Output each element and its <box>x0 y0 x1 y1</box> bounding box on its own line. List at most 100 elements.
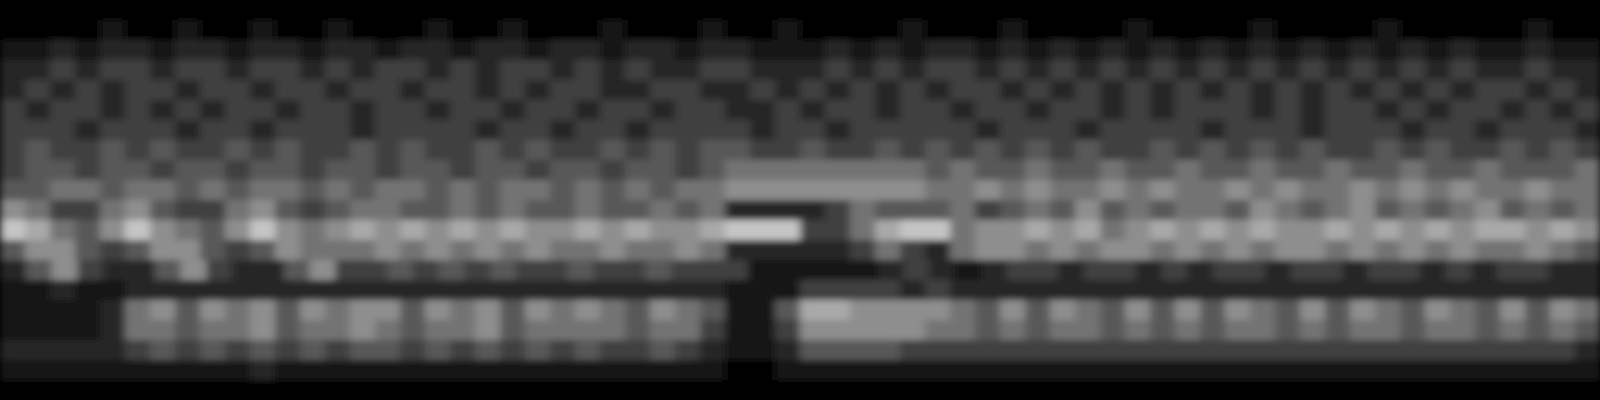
cell <box>750 380 776 400</box>
cell <box>1025 300 1051 321</box>
cell <box>575 200 601 221</box>
cell <box>1525 380 1551 400</box>
cell <box>490 260 516 281</box>
cell <box>850 200 876 221</box>
cell <box>850 340 876 361</box>
cell <box>925 320 951 341</box>
cell <box>0 280 26 301</box>
cell <box>650 320 676 341</box>
cell <box>1500 140 1526 161</box>
cell <box>1450 160 1476 181</box>
cell <box>1375 120 1401 141</box>
cell <box>1400 180 1426 201</box>
cell <box>375 340 401 361</box>
cell <box>1550 220 1576 241</box>
cell <box>50 160 76 181</box>
cell <box>1400 60 1426 81</box>
cell <box>150 380 176 400</box>
cell <box>1200 40 1226 61</box>
cell <box>1575 200 1600 221</box>
cell <box>1125 200 1151 221</box>
cell <box>25 300 51 321</box>
cell <box>825 20 851 41</box>
cell <box>650 340 676 361</box>
cell <box>975 320 1001 341</box>
cell <box>700 40 726 61</box>
cell <box>1025 200 1051 221</box>
cell <box>375 380 401 400</box>
cell <box>825 300 851 321</box>
cell <box>375 360 401 381</box>
cell <box>50 120 76 141</box>
cell <box>325 360 351 381</box>
cell <box>1450 60 1476 81</box>
cell <box>375 320 401 341</box>
cell <box>1575 80 1600 101</box>
cell <box>275 300 301 321</box>
cell <box>1150 380 1176 400</box>
cell <box>1290 260 1316 281</box>
cell <box>1213 260 1239 281</box>
cell <box>955 260 981 281</box>
cell <box>500 220 526 241</box>
cell <box>1300 340 1326 361</box>
cell <box>200 360 226 381</box>
cell <box>1325 220 1351 241</box>
cell <box>375 280 401 301</box>
cell <box>50 20 76 41</box>
cell <box>775 100 801 121</box>
cell <box>181 260 207 281</box>
cell <box>75 60 101 81</box>
cell <box>700 80 726 101</box>
cell <box>375 200 401 221</box>
cell <box>25 280 51 301</box>
cell <box>1250 120 1276 141</box>
cell <box>1574 260 1600 281</box>
cell <box>1025 80 1051 101</box>
cell <box>350 160 376 181</box>
cell <box>725 360 751 381</box>
cell <box>1475 320 1501 341</box>
cell <box>650 0 676 21</box>
cell <box>50 340 76 361</box>
cell <box>400 320 426 341</box>
cell <box>625 120 651 141</box>
cell <box>1550 140 1576 161</box>
cell <box>150 340 176 361</box>
cell <box>800 80 826 101</box>
cell <box>825 360 851 381</box>
cell <box>775 380 801 400</box>
cell <box>425 160 451 181</box>
cell <box>75 80 101 101</box>
cell <box>1075 220 1101 241</box>
cell <box>875 340 901 361</box>
cell <box>1150 80 1176 101</box>
cell <box>1575 240 1600 261</box>
cell <box>1550 240 1576 261</box>
cell <box>750 220 776 241</box>
cell <box>500 240 526 261</box>
cell <box>350 120 376 141</box>
cell <box>1150 40 1176 61</box>
cell <box>1265 260 1291 281</box>
cell <box>175 300 201 321</box>
cell <box>1525 340 1551 361</box>
cell <box>200 300 226 321</box>
cell <box>0 380 26 400</box>
cell <box>975 380 1001 400</box>
cell <box>1575 300 1600 321</box>
cell <box>325 20 351 41</box>
cell <box>1450 100 1476 121</box>
cell <box>525 380 551 400</box>
cell <box>975 160 1001 181</box>
cell <box>950 0 976 21</box>
cell <box>300 160 326 181</box>
cell <box>1400 200 1426 221</box>
cell <box>650 180 676 201</box>
cell <box>200 180 226 201</box>
cell <box>1350 180 1376 201</box>
cell <box>525 320 551 341</box>
cell <box>650 240 676 261</box>
cell <box>1425 60 1451 81</box>
cell <box>450 200 476 221</box>
